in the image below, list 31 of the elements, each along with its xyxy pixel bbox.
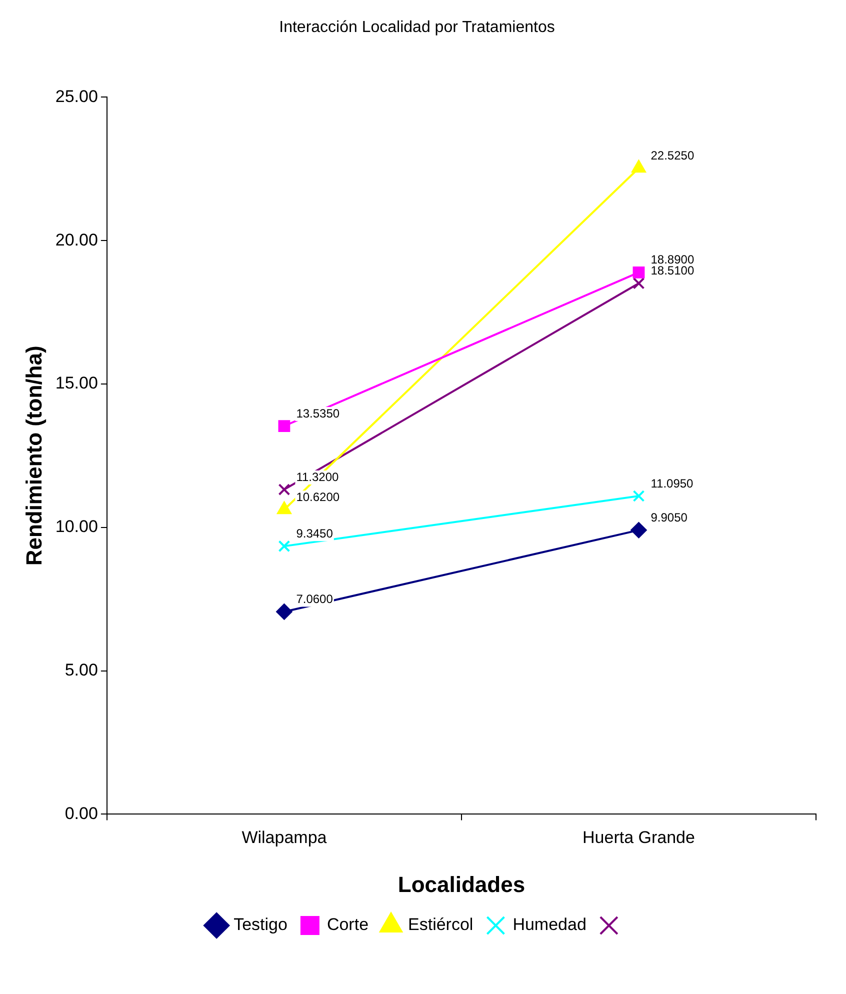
x-axis-title: Localidades bbox=[398, 872, 526, 897]
point bbox=[276, 604, 292, 620]
point bbox=[632, 490, 645, 502]
y-tick-label: 10.00 bbox=[55, 517, 98, 536]
y-axis-title: Rendimiento (ton/ha) bbox=[21, 346, 46, 566]
data-label: 11.3200 bbox=[296, 470, 340, 484]
point bbox=[632, 277, 645, 290]
y-tick-label: 20.00 bbox=[55, 230, 98, 250]
legend-label: Estiércol bbox=[408, 915, 474, 934]
data-label: 10.6200 bbox=[296, 490, 340, 504]
x-tick-label: Wilapampa bbox=[242, 828, 328, 848]
data-label: 9.9050 bbox=[650, 510, 688, 524]
data-label: 9.3450 bbox=[296, 526, 334, 540]
legend-label: Corte bbox=[326, 915, 369, 934]
point bbox=[630, 522, 647, 538]
y-tick-label: 5.00 bbox=[64, 660, 98, 680]
data-label: 11.0950 bbox=[650, 476, 694, 490]
data-label: 13.5350 bbox=[296, 406, 340, 420]
y-tick-label: 0.00 bbox=[64, 804, 98, 823]
data-label: 22.5250 bbox=[650, 148, 694, 162]
point bbox=[278, 484, 290, 496]
chart-title: Interacción Localidad por Tratamientos bbox=[279, 19, 555, 36]
x-tick-label: Huerta Grande bbox=[582, 828, 695, 848]
y-tick-label: 15.00 bbox=[55, 374, 98, 393]
legend-label: Humedad bbox=[512, 915, 586, 934]
point bbox=[632, 266, 645, 278]
y-tick-label: 25.00 bbox=[55, 86, 98, 106]
point bbox=[278, 420, 290, 432]
data-label: 7.0600 bbox=[296, 592, 334, 606]
point bbox=[278, 540, 290, 552]
legend-label: Testigo bbox=[234, 915, 288, 934]
